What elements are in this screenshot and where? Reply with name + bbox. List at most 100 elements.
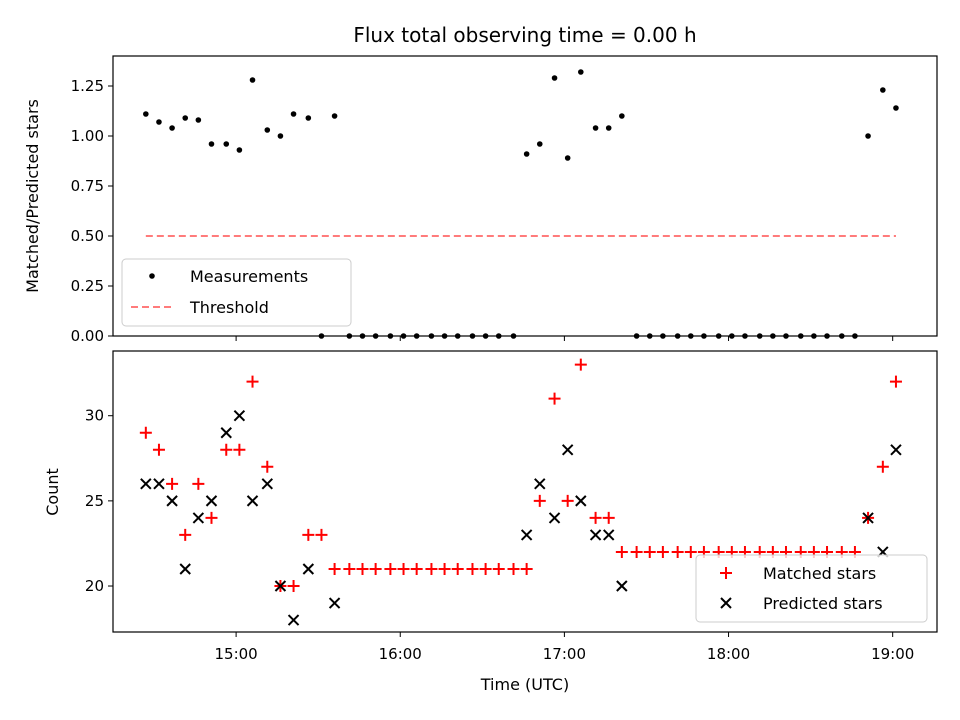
matched-stars-point xyxy=(507,562,520,575)
predicted-stars-point xyxy=(192,512,205,524)
predicted-stars-point xyxy=(561,444,574,456)
matched-stars-point xyxy=(192,477,205,490)
count-y-ticks: 20 25 30 xyxy=(85,407,113,595)
predicted-stars-point xyxy=(548,512,561,524)
matched-stars-point xyxy=(261,460,274,473)
matched-stars-point xyxy=(561,494,574,507)
ratio-x-ticks xyxy=(235,336,894,341)
matched-stars-point xyxy=(220,443,233,456)
measurement-point xyxy=(143,111,149,117)
matched-stars-point xyxy=(384,562,397,575)
measurement-point xyxy=(564,155,571,161)
matched-stars-point xyxy=(425,562,438,575)
measurement-point xyxy=(195,117,202,123)
ratio-y-tick-label: 0.00 xyxy=(71,327,104,345)
matched-stars-point xyxy=(466,562,479,575)
predicted-stars-point xyxy=(302,563,315,575)
x-axis-label: Time (UTC) xyxy=(480,675,569,694)
count-x-tick-label: 17:00 xyxy=(543,645,586,663)
matched-stars-point xyxy=(492,562,505,575)
measurement-point xyxy=(331,113,338,119)
measurement-point xyxy=(156,119,162,125)
predicted-stars-point xyxy=(575,495,587,507)
count-legend: Matched stars Predicted stars xyxy=(695,554,928,623)
count-x-ticks: 15:00 16:00 17:00 18:00 19:00 xyxy=(214,632,914,663)
count-legend-box xyxy=(695,554,928,623)
matched-stars-point xyxy=(233,443,246,456)
predicted-stars-point xyxy=(328,597,341,609)
chart-title: Flux total observing time = 0.00 h xyxy=(353,23,696,47)
matched-stars-point xyxy=(287,580,300,593)
legend-measurements-label: Measurements xyxy=(190,267,308,286)
ratio-y-ticks: 0.00 0.25 0.50 0.75 1.00 1.25 xyxy=(71,77,113,345)
matched-stars-point xyxy=(671,545,684,558)
measurement-point xyxy=(264,127,271,133)
measurement-point xyxy=(865,133,871,139)
matched-stars-point xyxy=(328,562,341,575)
matched-stars-point xyxy=(889,375,902,388)
count-y-axis-label: Count xyxy=(43,468,62,516)
matched-stars-point xyxy=(520,562,533,575)
matched-stars-point xyxy=(451,562,464,575)
matched-stars-point xyxy=(602,511,615,524)
legend-threshold-label: Threshold xyxy=(189,298,269,317)
matched-stars-point xyxy=(356,562,369,575)
predicted-stars-point xyxy=(534,478,546,490)
predicted-stars-point xyxy=(246,495,259,507)
predicted-stars-point xyxy=(520,529,533,541)
measurement-point xyxy=(277,133,284,139)
legend-matched-label: Matched stars xyxy=(763,564,876,583)
measurement-point xyxy=(208,141,215,147)
predicted-stars-point xyxy=(220,427,232,439)
matched-stars-point xyxy=(589,511,602,524)
matched-stars-point xyxy=(246,375,259,388)
legend-measurements-marker xyxy=(149,273,155,279)
predicted-stars-point xyxy=(589,529,602,541)
predicted-stars-point xyxy=(140,478,152,490)
measurement-point xyxy=(880,87,886,93)
matched-stars-point xyxy=(479,562,492,575)
matched-stars-point xyxy=(152,443,165,456)
count-x-tick-label: 18:00 xyxy=(707,645,750,663)
predicted-stars-point xyxy=(890,444,902,456)
count-panel: 20 25 30 15:00 16:00 17:00 18:00 19:00 Count T… xyxy=(43,350,938,694)
matched-stars-point xyxy=(139,426,152,439)
measurement-point xyxy=(592,125,599,131)
matched-stars-point xyxy=(876,460,889,473)
ratio-y-tick-label: 1.00 xyxy=(71,127,104,145)
predicted-stars-point xyxy=(274,580,287,592)
matched-stars-point xyxy=(533,494,546,507)
count-y-tick-label: 30 xyxy=(85,407,104,425)
count-x-tick-label: 19:00 xyxy=(871,645,914,663)
count-axes-frame xyxy=(112,350,938,633)
ratio-legend-box xyxy=(121,258,352,327)
matched-stars-point xyxy=(410,562,423,575)
ratio-y-axis-label: Matched/Predicted stars xyxy=(23,99,42,293)
ratio-legend: Measurements Threshold xyxy=(121,258,352,327)
matched-stars-point xyxy=(684,545,697,558)
measurement-point xyxy=(605,125,612,131)
measurement-point xyxy=(619,113,625,119)
measurement-point xyxy=(536,141,543,147)
predicted-stars-point xyxy=(261,478,274,490)
measurement-point xyxy=(305,115,312,121)
predicted-stars-point xyxy=(153,478,165,490)
matched-stars-point xyxy=(615,545,628,558)
measurement-point xyxy=(551,75,558,81)
ratio-y-tick-label: 0.75 xyxy=(71,177,104,195)
measurement-point xyxy=(523,151,530,157)
predicted-stars-point xyxy=(862,512,874,524)
matched-stars-point xyxy=(630,545,643,558)
measurement-point xyxy=(236,147,243,153)
matched-stars-point xyxy=(643,545,656,558)
measurement-point xyxy=(578,69,584,75)
predicted-stars-point xyxy=(616,580,628,592)
predicted-stars-point xyxy=(233,410,246,422)
matched-stars-point xyxy=(397,562,410,575)
ratio-y-tick-label: 0.25 xyxy=(71,277,104,295)
measurement-point xyxy=(182,115,189,121)
legend-predicted-marker xyxy=(720,597,732,609)
ratio-y-tick-label: 1.25 xyxy=(71,77,104,95)
ratio-y-tick-label: 0.50 xyxy=(71,227,104,245)
